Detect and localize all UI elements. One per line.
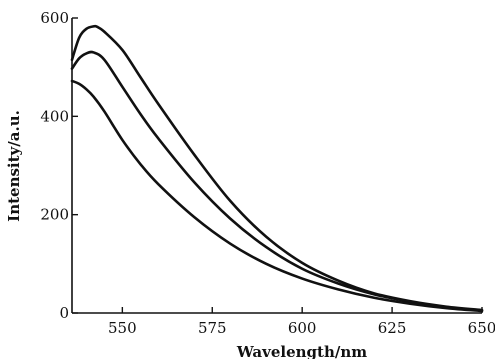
x-tick-label: 600: [288, 319, 317, 337]
x-tick-label: 550: [108, 319, 137, 337]
series-layer: [70, 24, 484, 313]
x-tick-label: 625: [378, 319, 407, 337]
ticks: 550 575 600 625 650 0 200 400 600: [40, 9, 495, 337]
series-line-3: [70, 79, 484, 313]
x-axis-label: Wavelength/nm: [236, 343, 367, 359]
x-tick-label: 650: [468, 319, 495, 337]
y-axis-label: Intensity/a.u.: [5, 110, 23, 222]
y-tick-label: 200: [40, 206, 69, 224]
series-line-2: [70, 50, 484, 312]
y-tick-label: 600: [40, 9, 69, 27]
y-tick-label: 400: [40, 107, 69, 125]
x-tick-label: 575: [198, 319, 227, 337]
y-tick-label: 0: [59, 304, 69, 322]
